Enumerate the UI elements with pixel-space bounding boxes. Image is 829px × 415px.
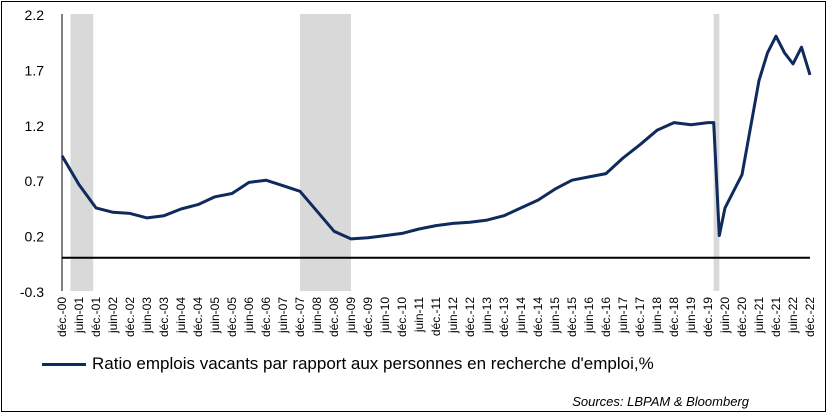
x-tick-label: juin-18 bbox=[650, 297, 664, 334]
x-tick-label: déc.-13 bbox=[497, 297, 511, 337]
x-tick-label: juin-11 bbox=[412, 297, 426, 333]
x-tick-label: déc.-01 bbox=[89, 297, 103, 337]
x-tick-label: juin-05 bbox=[208, 297, 222, 334]
x-tick-label: déc.-08 bbox=[327, 297, 341, 337]
x-tick-label: déc.-05 bbox=[225, 297, 239, 337]
source-note: Sources: LBPAM & Bloomberg bbox=[572, 394, 749, 409]
x-tick-label: juin-21 bbox=[752, 297, 766, 334]
x-tick-label: déc.-22 bbox=[803, 297, 817, 337]
x-tick-label: déc.-02 bbox=[123, 297, 137, 337]
x-tick-label: juin-08 bbox=[310, 297, 324, 334]
x-tick-label: juin-06 bbox=[242, 297, 256, 334]
legend: Ratio emplois vacants par rapport aux pe… bbox=[42, 352, 654, 376]
y-tick-label: 2.2 bbox=[25, 7, 45, 23]
x-tick-label: juin-19 bbox=[684, 297, 698, 334]
recession-band bbox=[300, 14, 351, 291]
x-tick-label: déc.-11 bbox=[429, 297, 443, 336]
x-tick-label: juin-15 bbox=[548, 297, 562, 334]
x-tick-label: déc.-06 bbox=[259, 297, 273, 337]
x-tick-label: déc.-14 bbox=[531, 297, 545, 337]
y-tick-label: 1.7 bbox=[25, 62, 45, 78]
x-tick-label: juin-01 bbox=[72, 297, 86, 334]
x-tick-label: juin-16 bbox=[582, 297, 596, 334]
x-tick-label: déc.-04 bbox=[191, 297, 205, 337]
series-line bbox=[60, 34, 812, 241]
x-tick-label: juin-22 bbox=[786, 297, 800, 334]
x-tick-label: déc.-00 bbox=[55, 297, 69, 337]
x-tick-label: juin-09 bbox=[344, 297, 358, 334]
x-tick-label: déc.-10 bbox=[395, 297, 409, 337]
x-tick-label: déc.-21 bbox=[769, 297, 783, 337]
x-tick-label: juin-12 bbox=[446, 297, 460, 334]
x-tick-label: déc.-15 bbox=[565, 297, 579, 337]
x-tick-label: juin-04 bbox=[174, 297, 188, 334]
legend-swatch bbox=[42, 362, 86, 366]
x-tick-label: juin-13 bbox=[480, 297, 494, 334]
x-tick-label: juin-17 bbox=[616, 297, 630, 334]
x-tick-label: déc.-09 bbox=[361, 297, 375, 337]
x-tick-label: déc.-07 bbox=[293, 297, 307, 337]
y-tick-label: -0.3 bbox=[20, 284, 44, 300]
x-tick-label: juin-14 bbox=[514, 297, 528, 334]
recession-band bbox=[70, 14, 94, 291]
x-tick-label: déc.-17 bbox=[633, 297, 647, 337]
x-tick-label: juin-07 bbox=[276, 297, 290, 334]
x-tick-label: déc.-12 bbox=[463, 297, 477, 337]
x-tick-label: déc.-03 bbox=[157, 297, 171, 337]
x-tick-label: déc.-16 bbox=[599, 297, 613, 337]
x-tick-label: juin-10 bbox=[378, 297, 392, 334]
x-tick-label: juin-20 bbox=[718, 297, 732, 334]
x-tick-label: juin-03 bbox=[140, 297, 154, 334]
y-tick-label: 0.2 bbox=[25, 229, 45, 245]
legend-label: Ratio emplois vacants par rapport aux pe… bbox=[92, 354, 654, 373]
x-tick-label: déc.-20 bbox=[735, 297, 749, 337]
y-tick-label: 1.2 bbox=[25, 118, 45, 134]
x-tick-label: déc.-18 bbox=[667, 297, 681, 337]
x-tick-label: juin-02 bbox=[106, 297, 120, 334]
y-tick-label: 0.7 bbox=[25, 173, 45, 189]
x-tick-label: déc.-19 bbox=[701, 297, 715, 337]
